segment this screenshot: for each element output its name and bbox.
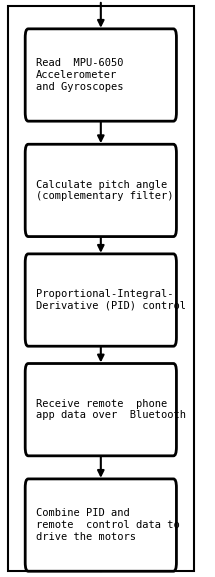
FancyBboxPatch shape xyxy=(25,364,177,456)
FancyBboxPatch shape xyxy=(25,479,177,571)
FancyBboxPatch shape xyxy=(25,144,177,237)
Text: Receive remote  phone
app data over  Bluetooth: Receive remote phone app data over Bluet… xyxy=(36,399,186,421)
FancyBboxPatch shape xyxy=(25,29,177,121)
Text: Calculate pitch angle
(complementary filter): Calculate pitch angle (complementary fil… xyxy=(36,179,174,201)
FancyBboxPatch shape xyxy=(25,254,177,346)
Text: Combine PID and
remote  control data to
drive the motors: Combine PID and remote control data to d… xyxy=(36,508,180,542)
Text: Proportional-Integral-
Derivative (PID) control: Proportional-Integral- Derivative (PID) … xyxy=(36,289,186,311)
Text: Read  MPU-6050
Accelerometer
and Gyroscopes: Read MPU-6050 Accelerometer and Gyroscop… xyxy=(36,58,124,92)
